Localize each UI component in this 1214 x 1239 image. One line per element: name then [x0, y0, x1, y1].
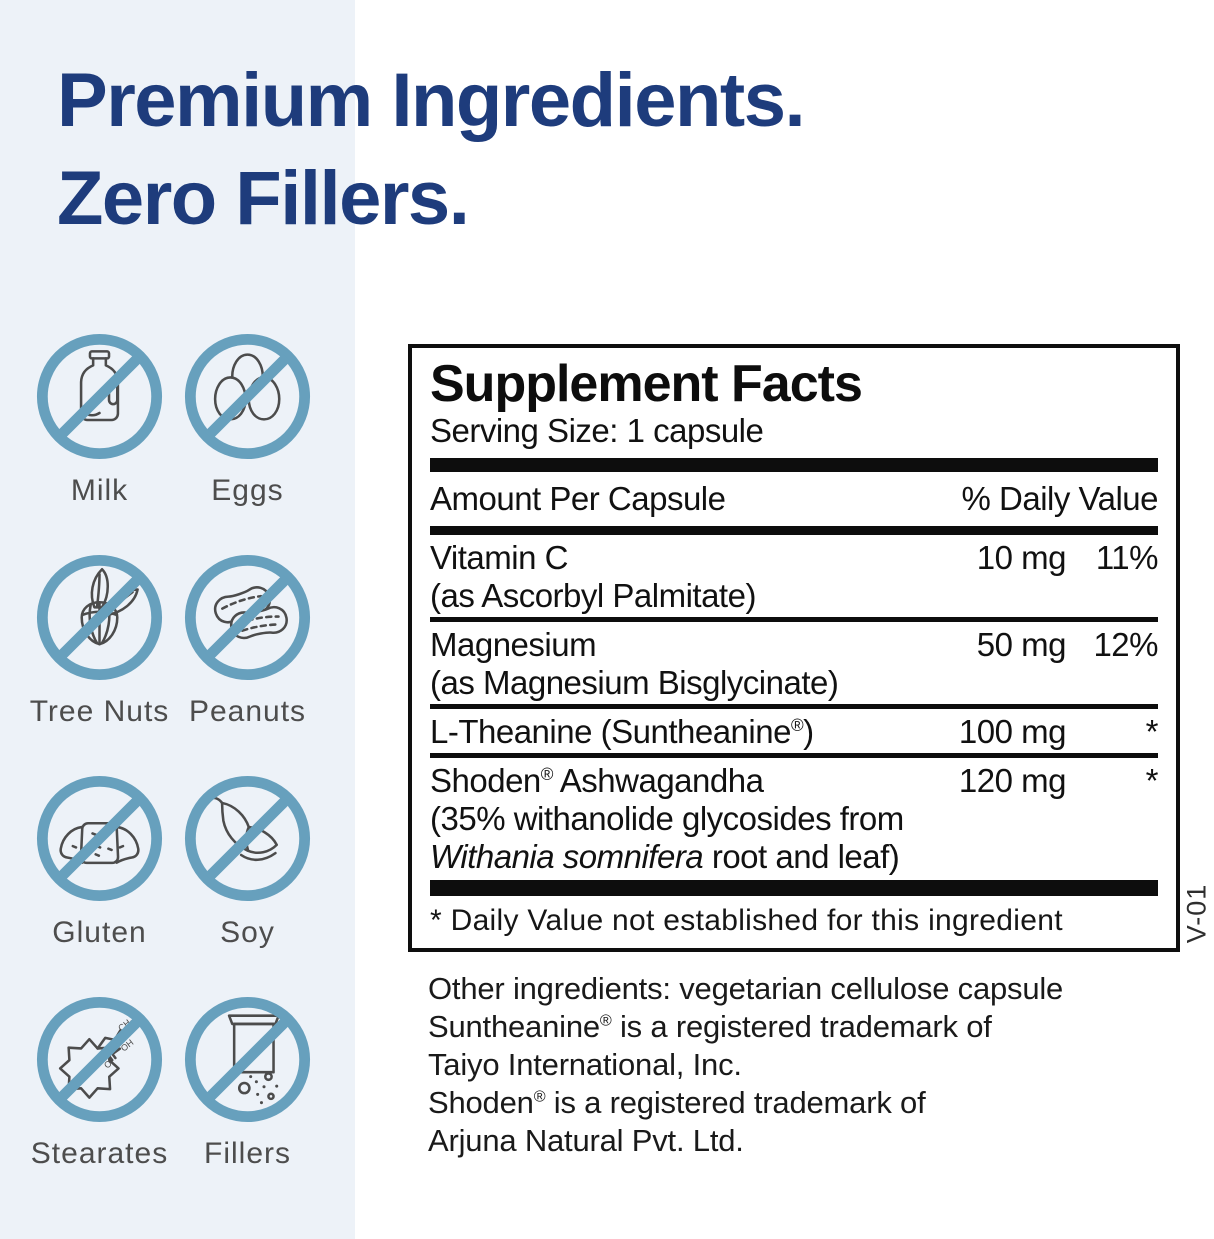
- allergen-free-grid: Milk Eggs Tree Nuts: [30, 333, 326, 1173]
- ingredient-name: Shoden® Ashwagandha: [430, 762, 764, 799]
- registered-mark: ®: [540, 764, 554, 784]
- registered-mark: ®: [599, 1011, 612, 1030]
- daily-value-column-header: % Daily Value: [961, 480, 1159, 517]
- allergen-label: Gluten: [52, 916, 147, 949]
- shoden-trademark-line: Shoden® is a registered trademark of: [428, 1085, 926, 1120]
- divider-bar-thick: [430, 458, 1158, 472]
- no-eggs-icon: [184, 333, 311, 460]
- allergen-label: Soy: [220, 916, 275, 949]
- no-peanuts-icon: [184, 554, 311, 681]
- ingredient-dv: *: [1145, 713, 1159, 750]
- registered-mark: ®: [790, 715, 804, 735]
- ingredient-row-magnesium: Magnesium 50 mg 12% (as Magnesium Bisgly…: [430, 622, 1159, 709]
- page-title: Premium Ingredients. Zero Fillers.: [57, 52, 1157, 248]
- no-gluten-icon: [36, 775, 163, 902]
- ingredient-amount: 50 mg: [976, 626, 1067, 663]
- ingredient-amount: 120 mg: [958, 762, 1067, 799]
- ingredient-name: Vitamin C: [430, 539, 568, 576]
- svg-text:O: O: [102, 1058, 114, 1070]
- ingredient-detail-species: Withania somnifera root and leaf): [430, 838, 900, 875]
- taiyo-line: Taiyo International, Inc.: [428, 1047, 742, 1082]
- version-code: V-01: [1181, 883, 1212, 944]
- divider-bar-medium: [430, 526, 1158, 535]
- daily-value-footnote: * Daily Value not established for this i…: [430, 904, 1063, 937]
- other-ingredients-block: Other ingredients: vegetarian cellulose …: [428, 970, 1188, 1160]
- allergen-fillers: Fillers: [184, 996, 311, 1173]
- registered-mark: ®: [533, 1087, 546, 1106]
- supplement-facts-title: Supplement Facts: [430, 355, 863, 413]
- ingredient-name: L-Theanine (Suntheanine®): [430, 713, 814, 750]
- no-soy-icon: [184, 775, 311, 902]
- ingredient-dv: *: [1145, 762, 1159, 799]
- ingredient-row-l-theanine: L-Theanine (Suntheanine®) 100 mg *: [430, 709, 1159, 758]
- suntheanine-trademark-line: Suntheanine® is a registered trademark o…: [428, 1009, 992, 1044]
- allergen-label: Peanuts: [188, 695, 307, 728]
- allergen-milk: Milk: [36, 333, 163, 510]
- ingredient-dv: 12%: [1093, 626, 1158, 663]
- no-fillers-icon: [184, 996, 311, 1123]
- divider-bar-bottom: [430, 880, 1158, 896]
- allergen-label: Fillers: [204, 1137, 291, 1170]
- amount-column-header: Amount Per Capsule: [430, 480, 726, 517]
- page-title-line1: Premium Ingredients.: [57, 58, 806, 143]
- ingredient-detail: (as Ascorbyl Palmitate): [430, 577, 756, 614]
- other-ingredients-line: Other ingredients: vegetarian cellulose …: [428, 971, 1064, 1006]
- species-name-italic: Withania somnifera: [430, 838, 704, 875]
- ingredient-amount: 100 mg: [958, 713, 1067, 750]
- ingredient-row-vitamin-c: Vitamin C 10 mg 11% (as Ascorbyl Palmita…: [430, 535, 1159, 622]
- ingredient-name: Magnesium: [430, 626, 597, 663]
- page-title-line2: Zero Fillers.: [57, 156, 470, 241]
- allergen-label: Eggs: [211, 474, 284, 507]
- supplement-facts-panel: Supplement Facts Serving Size: 1 capsule…: [408, 344, 1180, 952]
- allergen-label: Milk: [70, 474, 129, 507]
- allergen-stearates: CH₃ OH O Stearates: [31, 996, 167, 1173]
- allergen-eggs: Eggs: [184, 333, 311, 510]
- allergen-label: Stearates: [30, 1137, 169, 1170]
- serving-size: Serving Size: 1 capsule: [430, 412, 764, 449]
- allergen-tree-nuts: Tree Nuts: [30, 554, 168, 731]
- ingredient-detail: (35% withanolide glycosides from: [430, 800, 904, 837]
- arjuna-line: Arjuna Natural Pvt. Ltd.: [428, 1123, 744, 1158]
- no-tree-nuts-icon: [36, 554, 163, 681]
- facts-header-row: Amount Per Capsule % Daily Value: [430, 472, 1159, 526]
- ingredient-detail: (as Magnesium Bisglycinate): [430, 664, 839, 701]
- no-milk-icon: [36, 333, 163, 460]
- allergen-gluten: Gluten: [36, 775, 163, 952]
- allergen-peanuts: Peanuts: [184, 554, 311, 731]
- allergen-soy: Soy: [184, 775, 311, 952]
- no-stearates-icon: CH₃ OH O: [36, 996, 163, 1123]
- ingredient-row-ashwagandha: Shoden® Ashwagandha 120 mg * (35% withan…: [430, 758, 1159, 880]
- ingredient-amount: 10 mg: [976, 539, 1067, 576]
- ingredient-dv: 11%: [1095, 539, 1159, 576]
- allergen-label: Tree Nuts: [29, 695, 170, 728]
